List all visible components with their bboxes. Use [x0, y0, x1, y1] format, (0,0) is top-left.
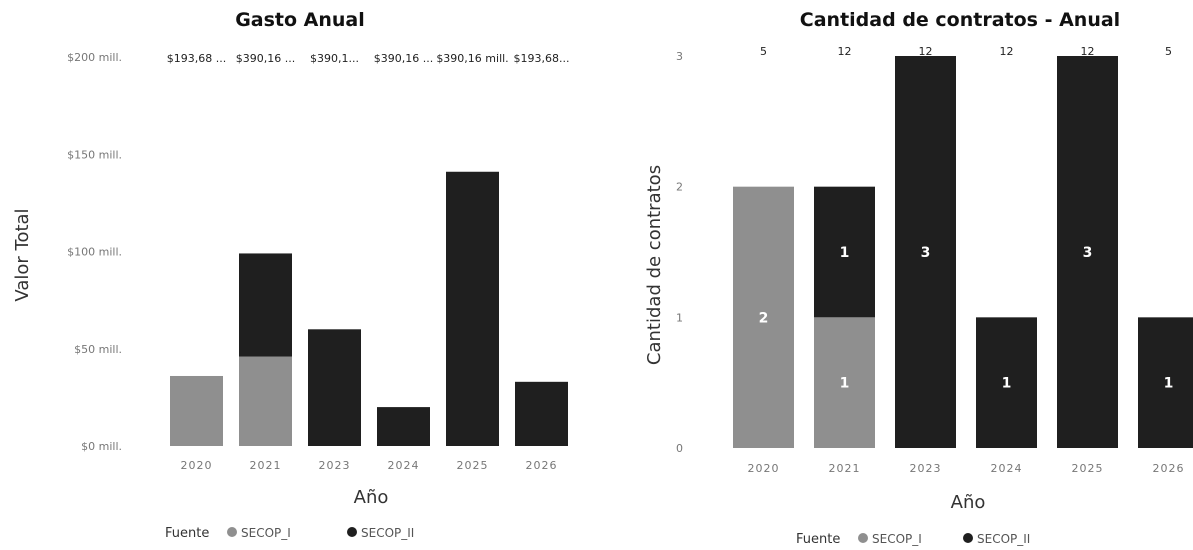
y-tick-label: 0: [676, 442, 683, 455]
legend-item-secop-ii: SECOP_II: [977, 532, 1030, 546]
y-tick-label: 2: [676, 181, 683, 194]
total-label: 12: [1081, 45, 1095, 58]
x-tick-label: 2024: [388, 459, 420, 472]
bar-secop-ii-2021[interactable]: [239, 253, 292, 357]
legend-swatch-secop-ii: [347, 527, 357, 537]
y-tick-label: $0 mill.: [81, 440, 122, 453]
total-label: $390,16 ...: [236, 52, 295, 65]
x-tick-label: 2024: [991, 462, 1023, 475]
total-label: 5: [1165, 45, 1172, 58]
legend-swatch-secop-ii: [963, 533, 973, 543]
bar-secop-ii-2026[interactable]: [1138, 317, 1193, 448]
bar-data-label: 1: [1164, 376, 1174, 392]
total-label: $390,16 ...: [374, 52, 433, 65]
total-label: 12: [919, 45, 933, 58]
x-tick-label: 2021: [250, 459, 282, 472]
bar-data-label: 2: [759, 310, 769, 326]
x-tick-label: 2026: [526, 459, 558, 472]
x-tick-label: 2020: [181, 459, 213, 472]
x-tick-label: 2023: [319, 459, 351, 472]
x-tick-label: 2020: [748, 462, 780, 475]
legend-swatch-secop-i: [227, 527, 237, 537]
bar-secop-i-2020[interactable]: [170, 375, 223, 446]
total-label: 12: [838, 45, 852, 58]
x-tick-label: 2026: [1153, 462, 1185, 475]
gasto-anual-chart: Gasto Anual Valor Total Año $0 mill. $50 …: [12, 9, 569, 541]
bar-secop-i-2021[interactable]: [814, 317, 875, 448]
bar-secop-i-2021[interactable]: [239, 356, 292, 446]
legend: Fuente SECOP_I SECOP_II: [796, 532, 1030, 547]
total-label: $390,16 mill.: [436, 52, 508, 65]
x-tick-label: 2025: [1072, 462, 1104, 475]
bar-secop-ii-2025[interactable]: [446, 171, 499, 446]
bar-secop-i-2020[interactable]: [733, 186, 794, 448]
total-label: 5: [760, 45, 767, 58]
bar-data-label: 1: [1002, 376, 1012, 392]
bar-secop-ii-2025[interactable]: [1057, 56, 1118, 448]
bar-secop-ii-2024[interactable]: [377, 407, 430, 446]
y-tick-label: 1: [676, 311, 683, 324]
legend-item-secop-i: SECOP_I: [241, 526, 291, 540]
cantidad-contratos-chart: Cantidad de contratos - Anual Cantidad d…: [644, 9, 1193, 547]
legend-swatch-secop-i: [858, 533, 868, 543]
bar-data-label: 3: [921, 245, 931, 261]
x-tick-label: 2023: [910, 462, 942, 475]
x-tick-label: 2021: [829, 462, 861, 475]
chart-title: Cantidad de contratos - Anual: [800, 9, 1120, 31]
bar-data-label: 3: [1083, 245, 1093, 261]
bar-secop-ii-2021[interactable]: [814, 186, 875, 318]
bar-data-label: 1: [840, 376, 850, 392]
y-tick-label: 3: [676, 50, 683, 63]
y-axis-label: Cantidad de contratos: [644, 165, 665, 365]
bar-secop-ii-2024[interactable]: [976, 317, 1037, 448]
y-tick-label: $150 mill.: [67, 148, 122, 161]
y-tick-label: $50 mill.: [74, 343, 122, 356]
y-tick-label: $200 mill.: [67, 51, 122, 64]
total-label: $390,1...: [310, 52, 359, 65]
total-label: $193,68...: [514, 52, 570, 65]
total-label: 12: [1000, 45, 1014, 58]
bar-secop-ii-2023[interactable]: [895, 56, 956, 448]
bar-data-label: 1: [840, 245, 850, 261]
legend-item-secop-i: SECOP_I: [872, 532, 922, 546]
bar-secop-ii-2023[interactable]: [308, 329, 361, 446]
x-axis-label: Año: [354, 487, 389, 508]
legend-title: Fuente: [165, 526, 209, 541]
legend-title: Fuente: [796, 532, 840, 547]
total-label: $193,68 ...: [167, 52, 226, 65]
legend: Fuente SECOP_I SECOP_II: [165, 526, 414, 541]
x-axis-label: Año: [951, 492, 986, 513]
y-axis-label: Valor Total: [12, 208, 33, 301]
y-tick-label: $100 mill.: [67, 246, 122, 259]
bar-secop-ii-2026[interactable]: [515, 381, 568, 446]
chart-title: Gasto Anual: [235, 9, 365, 31]
x-tick-label: 2025: [457, 459, 489, 472]
legend-item-secop-ii: SECOP_II: [361, 526, 414, 540]
